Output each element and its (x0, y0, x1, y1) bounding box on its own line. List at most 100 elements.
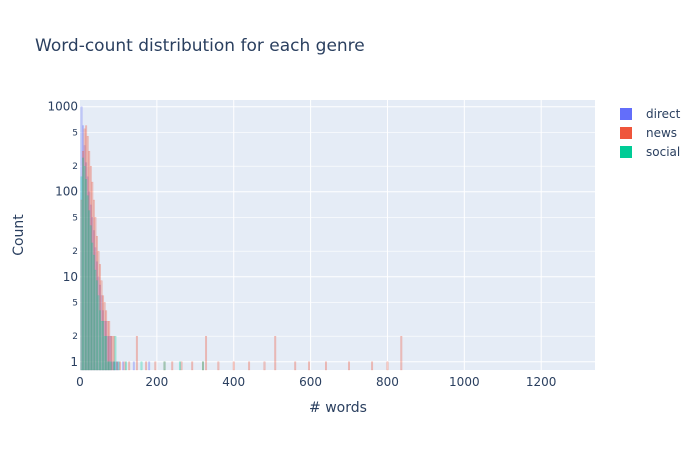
bar-direct (117, 361, 120, 371)
bar-news (92, 199, 95, 371)
bar-social (85, 179, 88, 371)
bar-news (123, 361, 126, 371)
bar-news (308, 361, 311, 371)
bar-news (202, 361, 204, 371)
bar-social (86, 195, 89, 371)
bar-news (205, 335, 208, 371)
bars (80, 106, 403, 371)
bar-social (94, 269, 97, 371)
y-minor-tick-label: 5 (72, 298, 78, 308)
bar-news (274, 335, 277, 371)
y-tick-label: 1000 (47, 100, 78, 114)
legend: direct news social (620, 107, 681, 159)
bar-news (80, 199, 83, 371)
x-tick-label: 400 (222, 375, 245, 389)
bar-direct (108, 335, 111, 371)
bar-social (92, 254, 95, 371)
y-tick-label: 10 (63, 270, 78, 284)
bar-news (102, 295, 105, 371)
bar-news (128, 361, 131, 371)
bar-social (99, 310, 101, 371)
bar-news (103, 302, 106, 371)
y-minor-tick-label: 2 (72, 332, 78, 342)
bar-social (100, 321, 103, 371)
bar-news (82, 150, 85, 371)
bar-news (263, 361, 266, 371)
bar-social (140, 361, 143, 371)
bar-news (105, 310, 108, 371)
x-tick-label: 1000 (449, 375, 480, 389)
x-axis-ticks: 0 200 400 600 800 1000 1200 (76, 375, 556, 389)
plot-area (80, 100, 595, 370)
y-minor-tick-label: 2 (72, 247, 78, 257)
grid-lines (80, 100, 595, 370)
bar-direct (114, 361, 117, 371)
bar-news (88, 150, 91, 371)
legend-label-news: news (646, 126, 677, 140)
x-tick-label: 0 (76, 375, 84, 389)
bar-news (371, 361, 374, 371)
bar-news (115, 361, 118, 371)
bar-social (89, 225, 92, 371)
bar-news (95, 235, 98, 371)
bar-social (178, 361, 181, 371)
bar-news (89, 165, 92, 371)
bar-social (114, 335, 117, 371)
bar-social (106, 361, 109, 371)
bar-news (97, 250, 100, 371)
bar-direct (111, 361, 114, 371)
bar-news (108, 321, 111, 371)
y-minor-tick-label: 2 (72, 162, 78, 172)
bar-news (135, 335, 138, 371)
bar-direct (105, 321, 108, 371)
chart-title: Word-count distribution for each genre (35, 36, 365, 56)
bar-direct (95, 261, 98, 371)
bar-news (145, 361, 148, 371)
bar-social (97, 295, 100, 371)
bar-direct (92, 230, 95, 371)
bar-direct (80, 106, 83, 371)
bar-direct (82, 125, 85, 371)
bar-social (80, 176, 83, 371)
bar-social (117, 361, 120, 371)
bar-news (348, 361, 350, 371)
bar-direct (89, 204, 92, 371)
bar-social (105, 335, 108, 371)
bar-social (163, 361, 166, 371)
bar-social (125, 361, 128, 371)
bar-news (86, 136, 89, 371)
bar-news (154, 361, 157, 371)
x-tick-label: 1200 (526, 375, 557, 389)
legend-label-social: social (646, 145, 680, 159)
bar-news (109, 335, 112, 371)
bar-direct (100, 295, 103, 371)
bar-news (386, 361, 389, 371)
bar-direct (91, 217, 94, 371)
bar-direct (102, 310, 105, 371)
bar-news (171, 361, 174, 371)
bar-social (91, 242, 94, 371)
bar-direct (86, 176, 89, 371)
bar-direct (94, 247, 97, 371)
bar-news (191, 361, 194, 371)
y-minor-tick-label: 5 (72, 213, 78, 223)
bar-social (95, 280, 98, 371)
bar-news (99, 264, 101, 371)
x-axis-title: # words (309, 400, 367, 416)
bar-social (102, 321, 105, 371)
bar-direct (148, 361, 151, 371)
bar-social (109, 361, 112, 371)
bar-news (112, 335, 115, 371)
bar-news (111, 335, 114, 371)
legend-swatch-news (620, 127, 632, 139)
bar-social (112, 361, 115, 371)
bar-direct (88, 191, 91, 371)
bar-direct (122, 361, 125, 371)
bar-news (83, 128, 86, 371)
bar-news (119, 361, 121, 371)
bar-direct (103, 321, 106, 371)
x-tick-label: 800 (376, 375, 399, 389)
bar-news (91, 181, 94, 371)
bar-direct (132, 361, 135, 371)
